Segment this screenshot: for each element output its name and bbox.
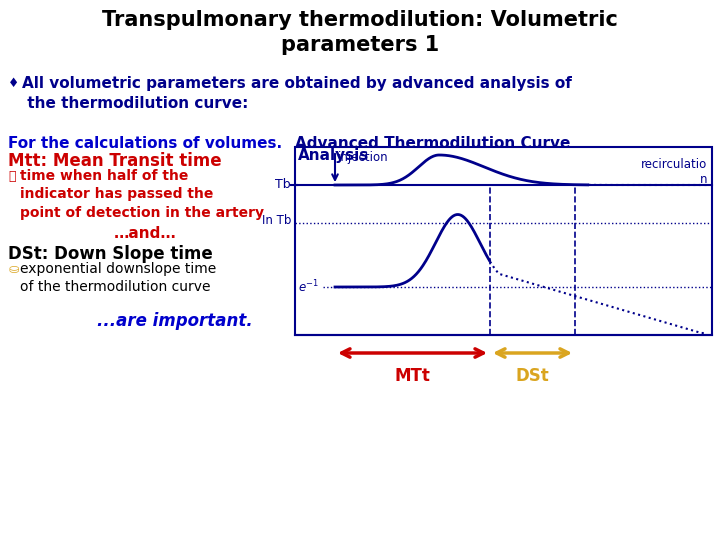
Text: Mtt: Mean Transit time: Mtt: Mean Transit time	[8, 152, 222, 170]
Bar	[295, 147, 712, 335]
Text: DSt: DSt	[516, 367, 549, 385]
Text: MTt: MTt	[395, 367, 431, 385]
Text: All volumetric parameters are obtained by advanced analysis of
 the thermodiluti: All volumetric parameters are obtained b…	[22, 76, 572, 111]
Text: ♦: ♦	[8, 77, 19, 90]
Text: exponential downslope time
of the thermodilution curve: exponential downslope time of the thermo…	[20, 262, 216, 294]
Text: ...are important.: ...are important.	[97, 312, 253, 330]
Text: Analysis: Analysis	[298, 148, 369, 163]
Text: …and…: …and…	[114, 226, 176, 241]
Text: injection: injection	[338, 151, 389, 164]
Text: t: t	[718, 319, 720, 333]
Text: time when half of the
indicator has passed the
point of detection in the artery: time when half of the indicator has pass…	[20, 169, 264, 220]
Text: ⛀: ⛀	[8, 263, 19, 276]
Text: DSt: Down Slope time: DSt: Down Slope time	[8, 245, 212, 263]
Text: Advanced Thermodilution Curve: Advanced Thermodilution Curve	[295, 136, 570, 151]
Text: Transpulmonary thermodilution: Volumetric
parameters 1: Transpulmonary thermodilution: Volumetri…	[102, 10, 618, 55]
Text: ⚿: ⚿	[8, 170, 16, 183]
Text: Tb: Tb	[275, 179, 291, 192]
Text: $e^{-1}$: $e^{-1}$	[298, 279, 319, 295]
Text: For the calculations of volumes.: For the calculations of volumes.	[8, 136, 282, 151]
Text: recirculatio
n: recirculatio n	[641, 158, 707, 186]
Text: In Tb: In Tb	[261, 214, 291, 227]
